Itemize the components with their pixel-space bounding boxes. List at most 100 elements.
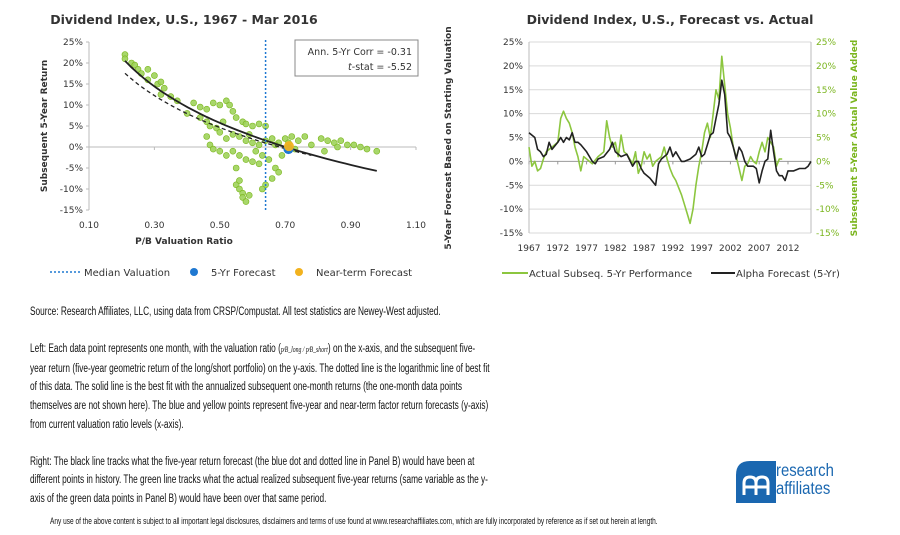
scatter-point (151, 72, 158, 79)
scatter-point (350, 141, 358, 149)
actual-performance-line (528, 55, 783, 225)
right-y2-tick: 5% (816, 134, 831, 144)
left-x-tick: 0.70 (275, 221, 295, 231)
scatter-point (236, 133, 243, 140)
scatter-point (255, 141, 263, 149)
logo-line2: affiliates (776, 478, 831, 498)
scatter-point (249, 122, 256, 130)
right-y-tick: 0% (509, 157, 524, 167)
scatter-point (236, 177, 243, 184)
scatter-point (232, 114, 240, 121)
scatter-point (216, 147, 224, 155)
left-y-tick: 0% (69, 143, 84, 153)
legend-5yr-swatch (190, 268, 198, 276)
research-affiliates-logo: research affiliates (736, 461, 856, 503)
legend-nearterm-label: Near-term Forecast (316, 268, 412, 279)
scatter-point (373, 147, 381, 155)
log-fit-dotted-line (124, 72, 312, 157)
legend-nearterm-swatch (295, 268, 303, 276)
scatter-point (229, 108, 237, 115)
right-y2-tick: 20% (816, 62, 836, 72)
scatter-point (255, 120, 263, 128)
scatter-point (203, 133, 211, 140)
scatter-point (249, 139, 256, 147)
scatter-point (249, 158, 256, 165)
right-chart: 25% 25% 20% 20% 15% 15% 10% 10% 5% 5% 0% 0% -5% -5% -1… (500, 38, 840, 254)
left-x-tick: 0.50 (210, 221, 230, 231)
scatter-point (223, 135, 230, 142)
right-y-tick: -10% (500, 205, 524, 215)
right-x-tick: 2012 (777, 244, 800, 254)
right-y2-tick: -10% (816, 205, 840, 215)
tstat-rest: -stat = -5.52 (352, 62, 412, 73)
logo-line1: research (776, 460, 834, 480)
scatter-point (232, 164, 240, 172)
left-note-a: Left: Each data point represents one mon… (30, 343, 281, 356)
left-chart-title: Dividend Index, U.S., 1967 - Mar 2016 (50, 12, 318, 27)
scatter-point (229, 131, 237, 138)
source-note: Source: Research Affiliates, LLC, using … (30, 306, 441, 318)
scatter-point (245, 192, 253, 199)
left-chart: 25% 20% 15% 10% 5% 0% -5% -10% -15% 0.10 0.30 0.50 0… (60, 38, 427, 231)
scatter-point (265, 156, 273, 163)
right-y-tick: -15% (500, 229, 524, 239)
left-y-tick: 10% (63, 101, 83, 111)
scatter-point (121, 55, 129, 63)
left-x-axis-label: P/B Valuation Ratio (135, 237, 233, 247)
tstat-t: t (348, 62, 353, 73)
scatter-point (268, 135, 276, 142)
scatter-point (294, 137, 302, 144)
scatter-point (259, 152, 266, 159)
scatter-point (190, 99, 197, 107)
right-y2-tick: 25% (816, 38, 836, 48)
left-y-tick: 25% (63, 38, 83, 48)
scatter-point (242, 120, 250, 128)
scatter-point (226, 101, 233, 109)
near-term-forecast-point (283, 141, 294, 152)
right-x-tick: 1992 (661, 244, 684, 254)
legend-alpha-label: Alpha Forecast (5-Yr) (736, 269, 840, 280)
logo-mark-icon (736, 461, 776, 503)
left-y-tick: -10% (60, 185, 84, 195)
scatter-point (209, 99, 217, 107)
scatter-point (242, 156, 250, 163)
scatter-point (157, 78, 165, 86)
stats-box (294, 39, 419, 77)
right-x-tick: 1972 (546, 244, 569, 254)
left-y-axis-label: Subsequent 5-Year Return (40, 60, 50, 192)
scatter-point (203, 105, 211, 113)
scatter-point (344, 141, 351, 149)
best-fit-solid-line (124, 60, 377, 172)
scatter-point (196, 103, 204, 111)
scatter-point (183, 110, 191, 117)
notes: Source: Research Affiliates, LLC, using … (30, 303, 491, 527)
right-y-tick: 15% (503, 86, 523, 96)
right-y2-tick: -5% (816, 181, 834, 191)
right-y-tick: 5% (509, 134, 524, 144)
legend-5yr-label: 5-Yr Forecast (211, 268, 276, 279)
right-x-tick: 1977 (575, 244, 598, 254)
scatter-point (337, 137, 345, 144)
scatter-point (209, 145, 217, 153)
scatter-point (268, 175, 276, 182)
right-x-tick: 1987 (633, 244, 656, 254)
charts-canvas: Dividend Index, U.S., 1967 - Mar 2016 Di… (40, 12, 860, 280)
scatter-point (288, 133, 296, 140)
right-x-tick: 1997 (690, 244, 713, 254)
tstat-annotation: t-stat = -5.52 (348, 62, 412, 73)
scatter-point (216, 129, 224, 136)
left-note-b: ) on the x-axis, and the subsequent five… (30, 343, 490, 431)
right-y-tick: 25% (503, 38, 523, 48)
scatter-point (357, 143, 364, 151)
right-y-tick: -5% (505, 181, 523, 191)
right-y2-tick: 10% (816, 110, 836, 120)
scatter-point (236, 152, 243, 159)
left-y-tick: 20% (63, 59, 83, 69)
right-chart-title: Dividend Index, U.S., Forecast vs. Actua… (527, 12, 814, 27)
scatter-point (334, 143, 341, 151)
left-x-tick: 1.10 (406, 221, 426, 231)
scatter-point (223, 152, 230, 159)
scatter-point (317, 135, 325, 142)
legal-disclaimer: Any use of the above content is subject … (50, 516, 658, 526)
right-y-tick: 10% (503, 110, 523, 120)
